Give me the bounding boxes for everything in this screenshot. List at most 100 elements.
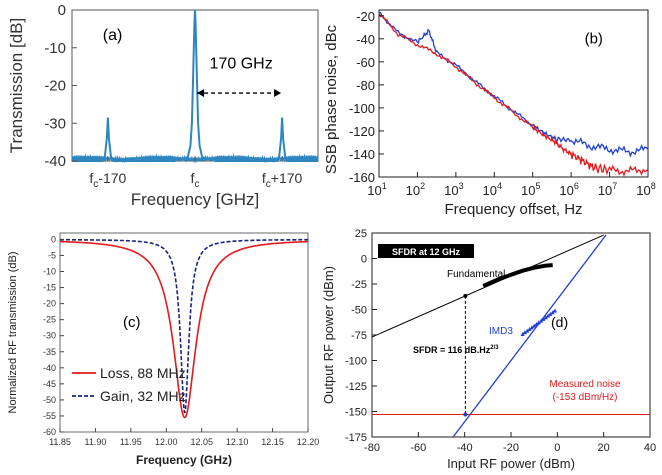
y-tick-label-d: -75 bbox=[351, 330, 367, 342]
x-tick-label-c: 12.05 bbox=[190, 437, 213, 447]
y-tick-label-b: -140 bbox=[349, 147, 375, 162]
x-tick-label-b: 102 bbox=[406, 181, 425, 198]
y-tick-label-c: -60 bbox=[43, 427, 56, 437]
x-tick-label-c: 11.95 bbox=[120, 437, 142, 447]
y-axis-label-b: SSB phase noise, dBc bbox=[323, 24, 340, 174]
y-tick-label-d: -100 bbox=[345, 356, 367, 368]
panel-label-d: (d) bbox=[551, 314, 568, 330]
legend-loss-label: Loss, 88 MHz bbox=[100, 365, 186, 381]
imd3-fit-line bbox=[452, 234, 607, 438]
y-tick-label-b: -160 bbox=[349, 170, 375, 185]
y-tick-label-a: 0 bbox=[58, 2, 66, 19]
x-axis-label-c: Frequency (GHz) bbox=[136, 453, 232, 467]
x-tick-label-a: fc+170 bbox=[262, 170, 303, 190]
loss-resonance-line bbox=[59, 240, 308, 419]
imd3-marker bbox=[546, 313, 551, 318]
phase-noise-red-line bbox=[378, 12, 649, 177]
imd3-marker bbox=[534, 321, 539, 326]
y-tick-label-d: -25 bbox=[351, 279, 367, 291]
imd3-marker bbox=[525, 328, 530, 333]
x-tick-label-d: 0 bbox=[554, 442, 560, 454]
imd3-marker bbox=[536, 320, 541, 325]
x-axis-label-b: Frequency offset, Hz bbox=[444, 201, 582, 218]
y-tick-label-c: -25 bbox=[43, 315, 56, 325]
y-tick-label-c: -30 bbox=[43, 331, 56, 341]
noise-label-line2: (-153 dBm/Hz) bbox=[552, 392, 617, 403]
x-tick-label-b: 107 bbox=[598, 181, 617, 198]
y-tick-label-a: -20 bbox=[44, 78, 66, 95]
y-tick-label-b: -120 bbox=[349, 124, 375, 139]
y-tick-label-c: -40 bbox=[43, 363, 56, 373]
imd3-marker bbox=[520, 331, 525, 336]
y-tick-label-c: -5 bbox=[48, 250, 56, 260]
imd3-marker bbox=[539, 318, 544, 323]
axes-frame-c bbox=[59, 232, 309, 433]
x-axis-label-d: Input RF power (dBm) bbox=[447, 456, 575, 471]
panel-c: 0 -5 -10 -15 -20 -25 -30 -35 -40 -45 -50 -55 -6011.8… bbox=[7, 232, 320, 467]
x-tick-label-b: 106 bbox=[559, 181, 578, 198]
y-tick-label-b: -60 bbox=[356, 55, 375, 70]
y-axis-label-a: Transmission [dB] bbox=[7, 18, 26, 153]
sfdr-banner-text: SFDR at 12 GHz bbox=[392, 247, 461, 257]
x-tick-label-c: 12.00 bbox=[155, 437, 178, 447]
y-tick-label-d: 0 bbox=[361, 254, 367, 266]
y-tick-label-c: -55 bbox=[43, 411, 56, 421]
imd3-marker bbox=[548, 311, 553, 316]
axes-frame-b bbox=[378, 9, 649, 178]
imd3-marker bbox=[532, 323, 537, 328]
y-tick-label-d: -150 bbox=[345, 407, 367, 419]
y-tick-label-c: 0 bbox=[51, 234, 56, 244]
y-tick-label-a: -40 bbox=[44, 153, 66, 170]
y-tick-label-a: -10 bbox=[44, 40, 66, 57]
x-tick-label-a: fc bbox=[191, 170, 200, 190]
imd3-marker bbox=[529, 325, 534, 330]
y-tick-label-a: -30 bbox=[44, 115, 66, 132]
y-tick-label-b: -20 bbox=[356, 9, 375, 24]
imd3-marker bbox=[553, 308, 558, 313]
fundamental-label: Fundamental bbox=[447, 269, 505, 280]
x-tick-label-d: 20 bbox=[598, 442, 610, 454]
x-tick-label-a: fc-170 bbox=[89, 170, 126, 190]
panel-d: 25 0 -25 -50 -75 -100 -125 -150 -175-80 -60 -40 -20… bbox=[321, 228, 656, 471]
y-tick-label-c: -35 bbox=[43, 347, 56, 357]
x-tick-label-d: -40 bbox=[457, 442, 473, 454]
sfdr-banner-box bbox=[378, 244, 474, 258]
y-tick-label-c: -50 bbox=[43, 395, 56, 405]
y-tick-label-c: -10 bbox=[43, 267, 56, 277]
y-tick-label-d: -125 bbox=[345, 381, 367, 393]
noise-label-line1: Measured noise bbox=[549, 379, 621, 390]
x-tick-label-c: 12.20 bbox=[297, 437, 320, 447]
x-tick-label-d: -60 bbox=[410, 442, 426, 454]
x-tick-label-b: 108 bbox=[636, 181, 655, 198]
imd3-marker bbox=[543, 315, 548, 320]
y-tick-label-d: -50 bbox=[351, 305, 367, 317]
imd3-marker bbox=[541, 316, 546, 321]
sfdr-point-fundamental bbox=[463, 293, 468, 298]
annotation-170ghz: 170 GHz bbox=[210, 56, 273, 73]
x-tick-label-b: 101 bbox=[367, 181, 386, 198]
x-tick-label-c: 12.15 bbox=[261, 437, 284, 447]
imd3-marker bbox=[550, 310, 555, 315]
legend-gain-label: Gain, 32 MHz bbox=[100, 388, 186, 404]
imd3-label: IMD3 bbox=[489, 326, 513, 337]
x-tick-label-b: 105 bbox=[521, 181, 540, 198]
y-tick-label-c: -45 bbox=[43, 379, 56, 389]
y-axis-label-c: Normalized RF transmission (dB) bbox=[7, 252, 19, 414]
x-tick-label-c: 11.90 bbox=[84, 437, 106, 447]
y-tick-label-d: 25 bbox=[355, 228, 367, 240]
x-tick-label-c: 12.10 bbox=[226, 437, 249, 447]
y-tick-label-c: -20 bbox=[43, 299, 56, 309]
y-tick-label-b: -40 bbox=[356, 32, 375, 47]
transmission-line bbox=[72, 9, 318, 162]
sfdr-value-label: SFDR = 116 dB.Hz2/3 bbox=[413, 345, 499, 355]
imd3-marker bbox=[522, 330, 527, 335]
y-tick-label-c: -15 bbox=[43, 283, 56, 293]
y-tick-label-b: -80 bbox=[356, 78, 375, 93]
span-arrow-head-left bbox=[197, 89, 205, 98]
x-axis-label-a: Frequency [GHz] bbox=[131, 190, 260, 209]
phase-noise-blue-line bbox=[378, 11, 649, 158]
x-tick-label-d: -80 bbox=[364, 442, 380, 454]
